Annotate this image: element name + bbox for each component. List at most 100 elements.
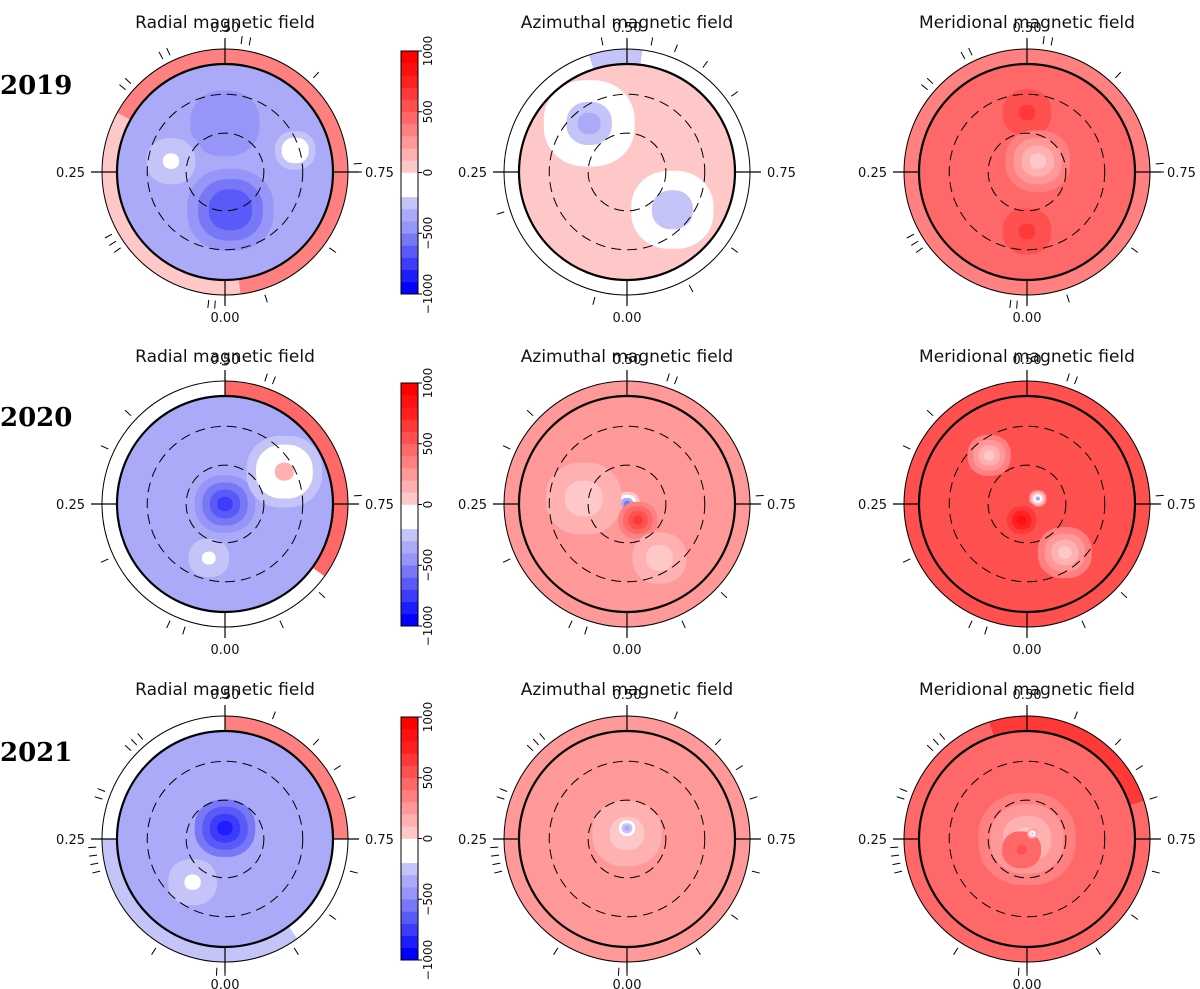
observation-phase-tick bbox=[939, 733, 946, 740]
field-region bbox=[662, 200, 683, 220]
observation-phase-tick bbox=[681, 620, 686, 629]
colorbar-level bbox=[401, 123, 418, 137]
colorbar-level bbox=[401, 577, 418, 590]
colorbar-level bbox=[401, 245, 418, 258]
colorbar-level bbox=[401, 947, 418, 961]
outer-ring-segment bbox=[101, 112, 241, 296]
observation-phase-tick bbox=[674, 711, 678, 720]
observation-phase-tick bbox=[650, 37, 654, 46]
colorbar-2019: 1000 500 0 −500 −1000 bbox=[400, 36, 435, 314]
latitude-circle bbox=[587, 464, 667, 544]
observation-phase-tick bbox=[592, 296, 596, 305]
colorbar-level bbox=[401, 911, 418, 924]
observation-phase-tick bbox=[926, 744, 934, 752]
panel-title: Meridional magnetic field bbox=[919, 347, 1135, 367]
map-disc bbox=[117, 396, 333, 612]
observation-phase-tick bbox=[496, 796, 505, 800]
colorbar-level bbox=[401, 383, 418, 396]
observation-phase-tick bbox=[492, 862, 501, 866]
latitude-circle bbox=[146, 93, 304, 251]
field-region bbox=[184, 874, 201, 890]
phase-label-right: 0.75 bbox=[1167, 498, 1196, 513]
phase-label-right: 0.75 bbox=[1167, 833, 1196, 848]
colorbar-level bbox=[401, 553, 418, 566]
observation-phase-tick bbox=[88, 846, 97, 849]
phase-label-bottom: 0.00 bbox=[211, 978, 240, 989]
colorbar-tick-label: 1000 bbox=[421, 36, 435, 67]
colorbar-level bbox=[401, 136, 418, 149]
observation-phase-tick bbox=[166, 620, 171, 629]
phase-label-left: 0.25 bbox=[56, 498, 85, 513]
observation-phase-tick bbox=[214, 300, 216, 309]
colorbar-level bbox=[401, 613, 418, 627]
observation-phase-tick bbox=[960, 51, 966, 60]
observation-phase-tick bbox=[494, 870, 503, 874]
colorbar-level bbox=[401, 887, 418, 900]
phase-label-bottom: 0.00 bbox=[1013, 978, 1042, 989]
observation-phase-tick bbox=[539, 733, 546, 740]
map-disc bbox=[919, 64, 1135, 280]
colorbar-level bbox=[401, 395, 418, 408]
observation-phase-tick bbox=[921, 84, 928, 91]
observation-phase-tick bbox=[1050, 37, 1054, 46]
observation-phase-tick bbox=[751, 870, 760, 874]
colorbar-tick-label: 1000 bbox=[421, 702, 435, 733]
phase-label-left: 0.25 bbox=[458, 498, 487, 513]
observation-phase-tick bbox=[490, 846, 499, 849]
observation-phase-tick bbox=[906, 233, 915, 239]
observation-phase-tick bbox=[1155, 162, 1164, 165]
colorbars: 1000 500 0 −500 −1000 1000 500 0 −500 −1000 1000 50… bbox=[400, 36, 435, 981]
year-labels: 2019 2020 2021 bbox=[0, 71, 72, 768]
colorbar-level bbox=[401, 789, 418, 803]
colorbar-level bbox=[401, 63, 418, 76]
field-region bbox=[983, 450, 995, 461]
observation-phase-tick bbox=[984, 626, 988, 635]
observation-phase-tick bbox=[1151, 870, 1160, 874]
colorbar-level bbox=[401, 935, 418, 949]
field-region bbox=[219, 199, 242, 221]
latitude-circle bbox=[185, 464, 265, 544]
phase-label-top: 0.50 bbox=[211, 21, 240, 36]
field-region bbox=[652, 551, 667, 565]
observation-phase-tick bbox=[94, 796, 103, 800]
observation-phase-tick bbox=[272, 376, 276, 385]
observation-phase-tick bbox=[90, 862, 99, 866]
colorbar-level bbox=[401, 826, 418, 839]
observation-phase-tick bbox=[312, 738, 320, 746]
observation-phase-tick bbox=[735, 765, 743, 771]
phase-label-right: 0.75 bbox=[365, 498, 394, 513]
observation-phase-tick bbox=[1131, 914, 1139, 920]
year-label-2019: 2019 bbox=[0, 71, 72, 101]
colorbar-tick-label: −500 bbox=[421, 217, 435, 250]
latitude-circle bbox=[948, 93, 1106, 251]
colorbar-tick-label: −1000 bbox=[421, 940, 435, 981]
field-region bbox=[1018, 223, 1036, 240]
outer-ring-segment bbox=[988, 716, 1144, 806]
observation-phase-tick bbox=[182, 626, 186, 635]
colorbar-level bbox=[401, 419, 418, 432]
colorbar-level bbox=[401, 589, 418, 602]
observation-phase-tick bbox=[1120, 591, 1128, 599]
phase-label-left: 0.25 bbox=[56, 166, 85, 181]
colorbar-level bbox=[401, 468, 418, 481]
field-region bbox=[162, 153, 180, 169]
observation-phase-tick bbox=[584, 626, 588, 635]
latitude-circle bbox=[948, 425, 1106, 583]
map-disc bbox=[519, 731, 735, 947]
observation-phase-tick bbox=[347, 796, 356, 800]
colorbar-level bbox=[401, 729, 418, 742]
observation-phase-tick bbox=[553, 947, 559, 955]
year-label-2020: 2020 bbox=[0, 403, 72, 433]
colorbar-level bbox=[401, 765, 418, 779]
phase-label-bottom: 0.00 bbox=[1013, 311, 1042, 326]
phase-label-right: 0.75 bbox=[365, 166, 394, 181]
phase-label-top: 0.50 bbox=[613, 353, 642, 368]
colorbar-level bbox=[401, 777, 418, 791]
colorbar-level bbox=[401, 184, 418, 198]
observation-phase-tick bbox=[272, 711, 276, 720]
observation-phase-tick bbox=[1066, 294, 1070, 303]
observation-phase-tick bbox=[166, 47, 171, 56]
colorbar-level bbox=[401, 565, 418, 578]
phase-label-bottom: 0.00 bbox=[613, 311, 642, 326]
